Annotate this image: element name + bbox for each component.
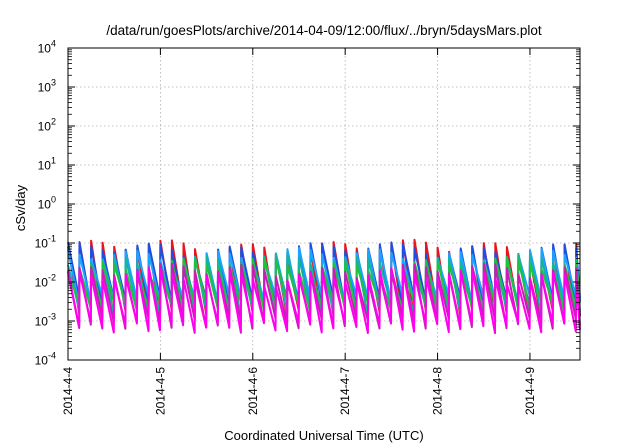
y-tick-label: 100	[38, 195, 56, 212]
x-axis: 2014-4-4 2014-4-5 2014-4-6 2014-4-7 2014-4-8…	[61, 48, 537, 415]
chart-title: /data/run/goesPlots/archive/2014-04-09/1…	[106, 23, 541, 38]
series-group	[67, 238, 581, 335]
y-tick-label: 10-1	[35, 234, 56, 251]
y-tick-label: 102	[38, 117, 56, 134]
x-tick-label: 2014-4-8	[431, 367, 445, 415]
x-axis-label: Coordinated Universal Time (UTC)	[224, 428, 423, 443]
y-tick-label: 10-4	[35, 351, 56, 368]
x-tick-label: 2014-4-5	[153, 367, 167, 415]
x-tick-label: 2014-4-9	[523, 367, 537, 415]
series-line	[67, 256, 581, 313]
y-tick-label: 103	[38, 78, 56, 95]
y-tick-label: 10-2	[35, 273, 56, 290]
x-tick-label: 2014-4-6	[246, 367, 260, 415]
x-tick-label: 2014-4-4	[61, 367, 75, 415]
y-tick-label: 101	[38, 156, 56, 173]
y-axis-label: cSv/day	[13, 184, 28, 231]
series-line	[67, 266, 581, 335]
y-axis: 10-4 10-3 10-2 10-1 100 101 102 103 104	[35, 39, 580, 368]
x-tick-label: 2014-4-7	[338, 367, 352, 415]
series-line	[67, 241, 581, 310]
y-tick-label: 10-3	[35, 312, 56, 329]
y-tick-label: 104	[38, 39, 56, 56]
